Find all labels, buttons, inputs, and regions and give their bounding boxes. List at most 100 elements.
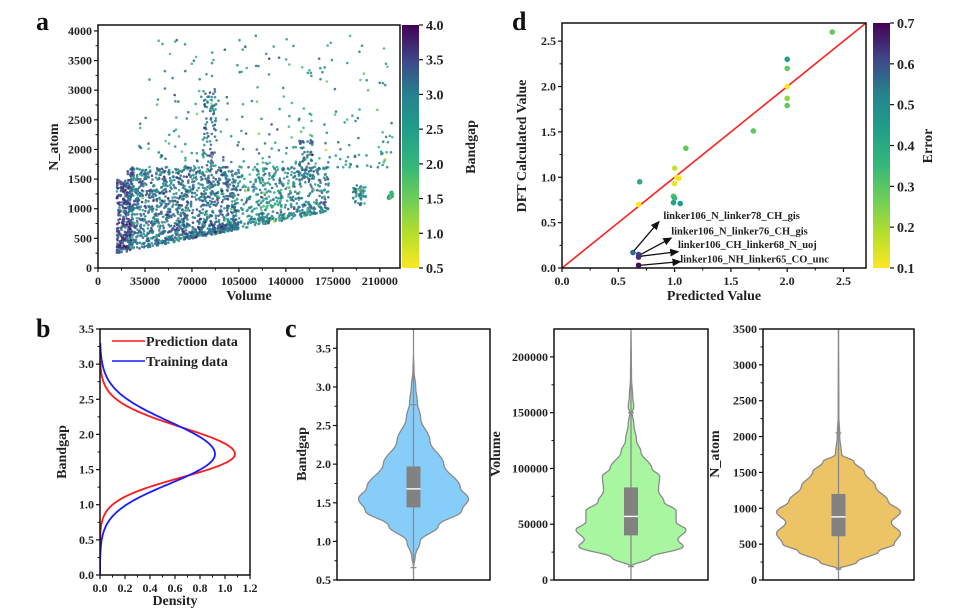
scatter-point	[284, 187, 288, 191]
scatter-point	[204, 196, 208, 199]
scatter-point	[125, 250, 129, 253]
scatter-point	[217, 220, 221, 224]
scatter-point	[150, 174, 154, 177]
x-tick-label: 0.8	[193, 581, 208, 595]
x-axis-label-d: Predicted Value	[667, 289, 761, 304]
scatter-point	[146, 227, 150, 230]
scatter-point	[127, 195, 130, 198]
iqr-box	[624, 487, 638, 536]
scatter-point	[323, 203, 327, 207]
scatter-point	[261, 167, 265, 170]
scatter-point	[141, 196, 144, 200]
scatter-point	[306, 194, 310, 198]
scatter-point	[357, 136, 360, 140]
scatter-point	[134, 178, 138, 181]
scatter-point	[232, 215, 235, 219]
data-point	[784, 56, 790, 63]
scatter-point	[322, 176, 326, 179]
data-point	[829, 29, 836, 35]
scatter-point	[180, 208, 184, 212]
scatter-point	[241, 147, 245, 151]
panel-d-parity: linker106_N_linker78_CH_gis linker106_N_l…	[515, 17, 936, 304]
scatter-point	[147, 223, 150, 227]
scatter-point	[179, 227, 182, 230]
scatter-point	[251, 168, 255, 172]
scatter-point	[156, 244, 159, 247]
scatter-point	[303, 158, 307, 161]
scatter-point	[229, 134, 233, 138]
colorbar-label-d: Error	[921, 129, 936, 164]
scatter-point	[279, 188, 283, 192]
annotation-arrow	[640, 237, 673, 255]
x-tick-label: 70000	[177, 274, 207, 288]
scatter-point	[212, 211, 215, 214]
scatter-point	[171, 234, 174, 237]
scatter-point	[257, 132, 261, 135]
scatter-point	[173, 224, 176, 228]
scatter-point	[206, 185, 209, 189]
scatter-point	[237, 217, 241, 220]
y-tick-label: 500	[739, 537, 757, 551]
scatter-point	[264, 197, 268, 200]
scatter-point	[308, 208, 312, 212]
scatter-point	[248, 206, 252, 210]
scatter-point	[308, 112, 312, 116]
scatter-point	[192, 165, 196, 168]
scatter-point	[135, 241, 139, 245]
scatter-point	[314, 162, 318, 165]
legend-b: Prediction data Training data	[112, 335, 238, 370]
scatter-point	[186, 218, 189, 221]
scatter-point	[303, 172, 306, 176]
scatter-point	[201, 177, 204, 181]
scatter-point	[201, 203, 205, 207]
scatter-point	[130, 222, 134, 226]
scatter-point	[276, 128, 279, 131]
scatter-point	[202, 173, 205, 177]
scatter-point	[301, 152, 304, 156]
y-axis-label-c3: N_atom	[708, 430, 723, 478]
scatter-point	[151, 244, 155, 247]
scatter-point	[353, 155, 357, 159]
scatter-point	[360, 44, 364, 47]
scatter-point	[201, 148, 205, 152]
scatter-point	[131, 166, 134, 169]
scatter-point	[173, 145, 177, 148]
data-point	[635, 254, 642, 260]
scatter-point	[299, 130, 303, 133]
scatter-point	[312, 170, 316, 173]
scatter-point	[204, 123, 207, 126]
scatter-point	[190, 191, 194, 195]
scatter-point	[160, 199, 164, 203]
scatter-point	[171, 196, 174, 199]
scatter-point	[264, 52, 268, 56]
scatter-point	[130, 182, 134, 186]
data-point	[635, 262, 642, 268]
scatter-point	[157, 221, 160, 225]
annotation-arrow	[633, 220, 660, 252]
scatter-point	[226, 213, 230, 216]
scatter-point	[167, 223, 170, 226]
scatter-point	[147, 200, 150, 203]
scatter-point	[268, 172, 271, 175]
scatter-point	[213, 192, 216, 196]
scatter-point	[129, 197, 132, 201]
scatter-point	[257, 212, 261, 216]
scatter-point	[269, 204, 273, 207]
scatter-point	[186, 166, 190, 169]
scatter-point	[300, 196, 304, 200]
scatter-point	[192, 176, 196, 179]
scatter-point	[243, 177, 246, 181]
scatter-point	[293, 167, 296, 170]
scatter-point	[250, 99, 254, 103]
scatter-point	[254, 180, 257, 184]
scatter-point	[255, 213, 258, 216]
scatter-point	[319, 66, 322, 70]
plot-frame-a	[97, 24, 401, 269]
scatter-point	[223, 171, 227, 174]
scatter-point	[129, 173, 132, 177]
scatter-point	[237, 168, 240, 172]
scatter-point	[221, 165, 225, 169]
scatter-point	[357, 194, 361, 197]
scatter-point	[209, 98, 213, 102]
scatter-point	[261, 161, 265, 164]
